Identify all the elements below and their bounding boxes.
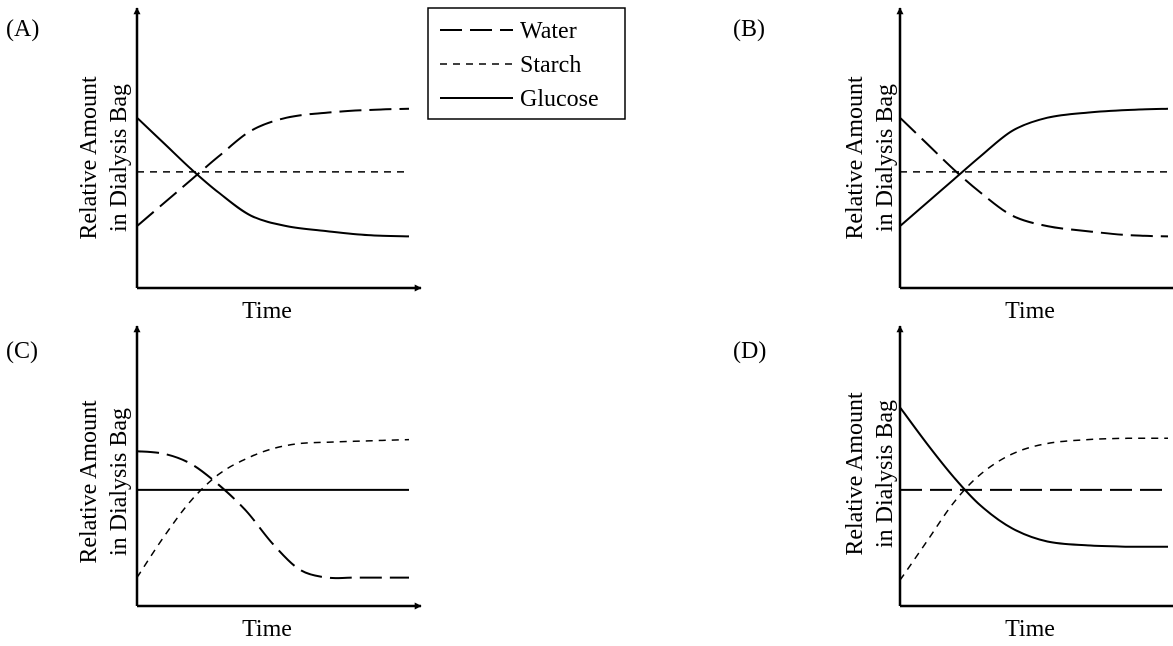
panel-label-d: (D) xyxy=(733,338,766,364)
y-axis-label-line: in Dialysis Bag xyxy=(106,408,132,556)
x-axis-label: Time xyxy=(1005,298,1055,324)
y-axis-label: Relative Amount in Dialysis Bag xyxy=(842,392,898,556)
y-axis-label: Relative Amount in Dialysis Bag xyxy=(76,400,132,564)
panel-b: (B) Time Relative Amount in Dialysis Bag xyxy=(733,7,1173,324)
series-line-glucose xyxy=(899,107,1169,227)
legend-label-water: Water xyxy=(520,18,577,44)
y-axis-label-line: Relative Amount xyxy=(842,76,868,240)
y-axis-label-line: Relative Amount xyxy=(76,76,102,240)
legend-label-glucose: Glucose xyxy=(520,86,599,112)
y-axis-label-line: in Dialysis Bag xyxy=(106,84,132,232)
legend: Water Starch Glucose xyxy=(427,7,626,120)
y-axis-label-line: Relative Amount xyxy=(842,392,868,556)
legend-label-starch: Starch xyxy=(520,52,581,78)
series-line-water xyxy=(136,450,409,580)
y-axis-label-line: in Dialysis Bag xyxy=(872,400,898,548)
panel-a: (A) Time Relative Amount in Dialysis Bag xyxy=(6,7,422,324)
x-axis-label: Time xyxy=(242,298,292,324)
series-line-glucose xyxy=(899,406,1169,548)
y-axis-label-line: Relative Amount xyxy=(76,400,102,564)
series-line-water xyxy=(899,116,1169,238)
panel-label-c: (C) xyxy=(6,338,38,364)
legend-box xyxy=(427,7,626,120)
series-line-glucose xyxy=(136,116,410,238)
x-axis-label: Time xyxy=(1005,616,1055,642)
series-line-water xyxy=(136,107,410,227)
panel-d: (D) Time Relative Amount in Dialysis Bag xyxy=(733,325,1173,642)
y-axis-label: Relative Amount in Dialysis Bag xyxy=(842,76,898,240)
series-line-starch xyxy=(136,438,410,579)
x-axis-label: Time xyxy=(242,616,292,642)
panel-c: (C) Time Relative Amount in Dialysis Bag xyxy=(6,325,422,642)
panel-label-b: (B) xyxy=(733,16,765,42)
y-axis-label: Relative Amount in Dialysis Bag xyxy=(76,76,132,240)
y-axis-label-line: in Dialysis Bag xyxy=(872,84,898,232)
series-line-starch xyxy=(899,437,1169,581)
panel-label-a: (A) xyxy=(6,16,39,42)
